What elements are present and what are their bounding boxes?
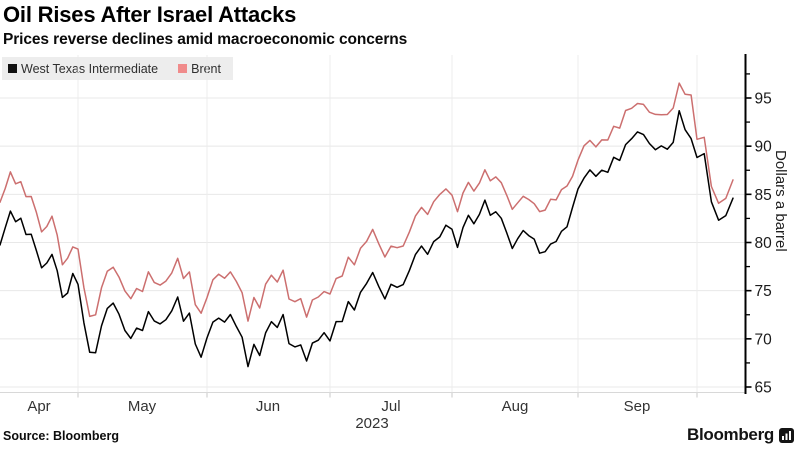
legend-item-wti: West Texas Intermediate <box>8 62 158 76</box>
y-axis-title: Dollars a barrel <box>772 150 789 252</box>
y-tick-label: 95 <box>755 91 772 108</box>
y-tick-label: 80 <box>755 235 773 252</box>
legend-label-wti: West Texas Intermediate <box>21 61 159 76</box>
x-tick-label: Aug <box>502 398 529 415</box>
legend-label-brent: Brent <box>191 61 221 76</box>
y-tick-label: 70 <box>755 331 773 348</box>
x-tick-label: Apr <box>27 398 50 415</box>
bloomberg-logo-text: Bloomberg <box>686 425 774 444</box>
legend-item-brent: Brent <box>178 62 221 76</box>
x-tick-label: Jul <box>381 398 400 415</box>
legend-swatch-brent-icon <box>178 64 188 73</box>
legend-swatch-wti-icon <box>8 64 17 73</box>
x-tick-label: Jun <box>256 398 280 415</box>
x-tick-label: May <box>128 398 157 415</box>
y-tick-label: 90 <box>755 139 773 156</box>
source-note: Source: Bloomberg <box>3 429 119 443</box>
x-tick-label: Sep <box>624 398 651 415</box>
y-tick-label: 65 <box>755 380 772 397</box>
page-title: Oil Rises After Israel Attacks <box>3 2 297 27</box>
y-tick-label: 85 <box>755 187 772 204</box>
series-line-brent <box>0 82 734 322</box>
bar-chart-icon <box>779 427 794 443</box>
page-subtitle: Prices reverse declines amid macroeconom… <box>3 31 408 48</box>
chart-legend: West Texas Intermediate Brent <box>2 57 233 80</box>
x-axis-year-label: 2023 <box>355 415 388 432</box>
y-tick-label: 75 <box>755 283 772 300</box>
bloomberg-logo: Bloomberg <box>687 425 794 445</box>
series-line-west-texas-intermediate <box>0 109 734 368</box>
